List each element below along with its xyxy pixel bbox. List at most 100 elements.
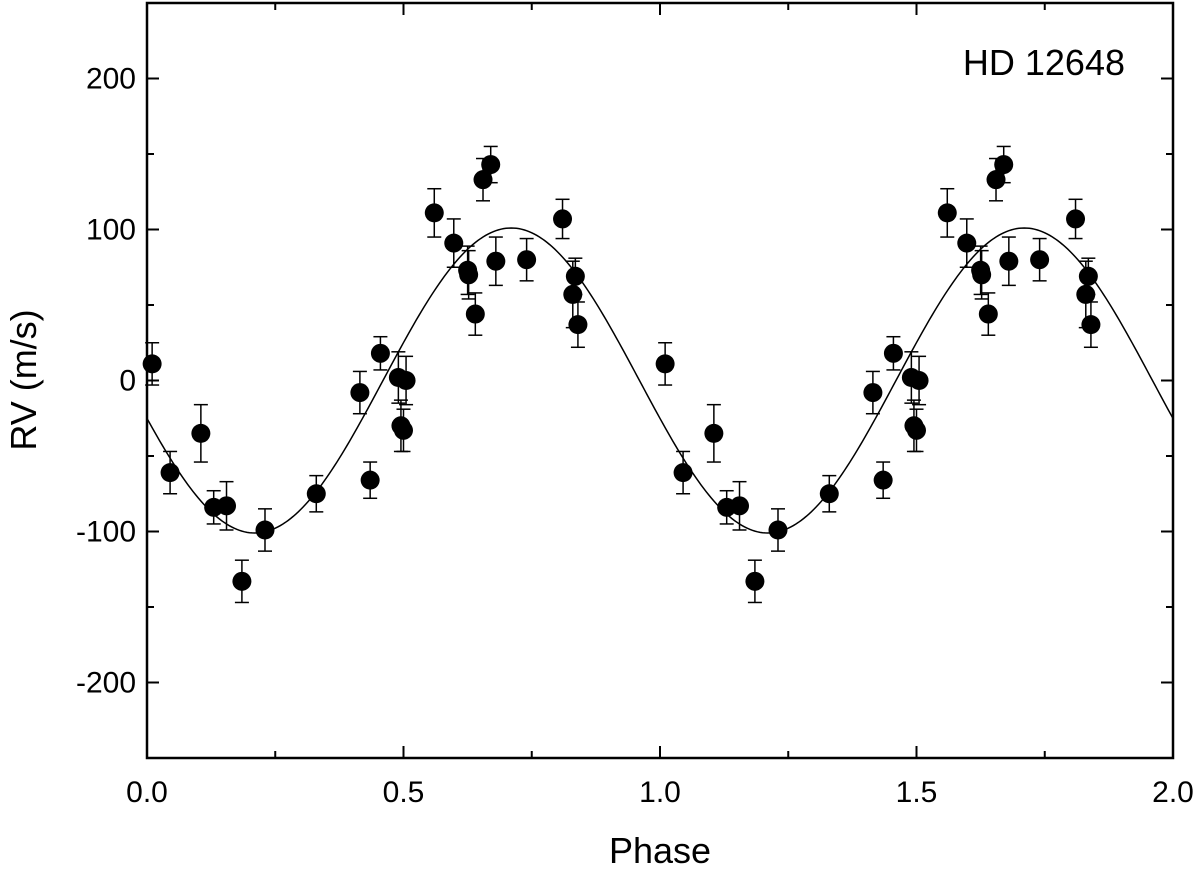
x-axis-label: Phase	[609, 830, 711, 870]
data-marker	[360, 470, 380, 490]
data-point	[306, 474, 326, 513]
model-curve-layer	[146, 227, 1174, 534]
data-point	[863, 370, 883, 415]
data-point	[444, 218, 464, 268]
axis-ticks: 0.0 0.5 1.0 1.5 2.0 -200 -100 0 100 200	[76, 3, 1194, 809]
x-tick-label: 1.5	[896, 776, 938, 809]
model-fit-curve	[146, 227, 1174, 534]
data-marker	[704, 423, 724, 443]
data-marker	[465, 304, 485, 324]
data-point	[907, 408, 926, 453]
data-point	[160, 450, 180, 495]
data-marker	[458, 260, 478, 280]
data-point	[204, 489, 224, 525]
data-marker	[745, 571, 765, 591]
data-point	[396, 355, 416, 406]
data-marker	[255, 520, 275, 540]
data-point	[655, 342, 675, 386]
data-point	[360, 461, 380, 500]
data-marker	[971, 260, 991, 280]
data-marker	[394, 420, 413, 440]
data-marker	[396, 371, 416, 390]
data-point	[232, 559, 252, 604]
data-point	[1030, 237, 1050, 282]
y-tick-label: 0	[119, 365, 136, 398]
x-tick-label: 2.0	[1152, 776, 1194, 809]
data-marker	[565, 266, 585, 286]
data-marker	[1030, 250, 1050, 270]
data-marker	[819, 484, 839, 504]
data-marker	[481, 155, 501, 175]
data-marker	[873, 470, 893, 490]
data-point	[1066, 198, 1086, 240]
y-tick-label: 100	[86, 214, 136, 247]
data-marker	[907, 420, 926, 440]
data-marker	[191, 423, 211, 443]
data-marker	[142, 354, 162, 374]
data-point	[957, 218, 977, 268]
data-marker	[655, 354, 675, 374]
y-axis-label: RV (m/s)	[3, 309, 44, 450]
data-point	[565, 257, 585, 296]
data-marker	[909, 371, 929, 390]
data-marker	[937, 203, 957, 223]
data-point	[768, 508, 788, 552]
data-marker	[994, 155, 1014, 175]
data-marker	[978, 304, 998, 324]
x-tick-label: 1.0	[639, 776, 681, 809]
data-point	[424, 187, 444, 238]
data-point	[1078, 257, 1098, 296]
data-point	[909, 355, 929, 406]
data-marker	[863, 383, 883, 403]
data-marker	[957, 233, 977, 253]
data-marker	[160, 463, 180, 483]
y-tick-label: -200	[76, 667, 136, 700]
data-point	[350, 370, 370, 415]
data-marker	[1078, 266, 1098, 286]
plot-frame	[145, 1, 1175, 760]
data-marker	[350, 383, 370, 403]
data-point	[370, 335, 390, 371]
data-point	[994, 145, 1014, 184]
data-marker	[883, 343, 903, 363]
data-marker	[486, 251, 506, 271]
data-point	[873, 461, 893, 500]
x-tick-label: 0.5	[383, 776, 425, 809]
x-tick-label: 0.0	[126, 776, 168, 809]
data-marker	[232, 571, 252, 591]
data-marker	[999, 251, 1019, 271]
data-marker	[568, 315, 588, 335]
data-point	[517, 237, 537, 282]
data-point	[568, 301, 588, 349]
data-marker	[306, 484, 326, 504]
data-marker	[673, 463, 693, 483]
chart-title: HD 12648	[963, 42, 1125, 83]
y-tick-label: -100	[76, 516, 136, 549]
data-marker	[370, 343, 390, 363]
data-point	[486, 236, 506, 287]
y-tick-label: 200	[86, 63, 136, 96]
data-marker	[986, 170, 1006, 190]
data-point	[191, 403, 211, 463]
data-point	[745, 559, 765, 604]
data-point	[883, 335, 903, 371]
data-marker	[473, 170, 493, 190]
data-point	[1081, 301, 1101, 349]
data-marker	[444, 233, 464, 253]
data-point	[255, 508, 275, 552]
data-point	[553, 198, 573, 240]
data-marker	[1081, 315, 1101, 335]
data-point	[704, 403, 724, 463]
data-point	[394, 408, 413, 453]
data-point	[217, 480, 237, 531]
data-marker	[730, 496, 750, 516]
data-point	[458, 245, 478, 296]
data-marker	[517, 250, 537, 270]
data-point	[819, 474, 839, 513]
data-marker	[1066, 209, 1086, 229]
data-point	[481, 145, 501, 184]
data-point	[465, 292, 485, 336]
data-marker	[768, 520, 788, 540]
